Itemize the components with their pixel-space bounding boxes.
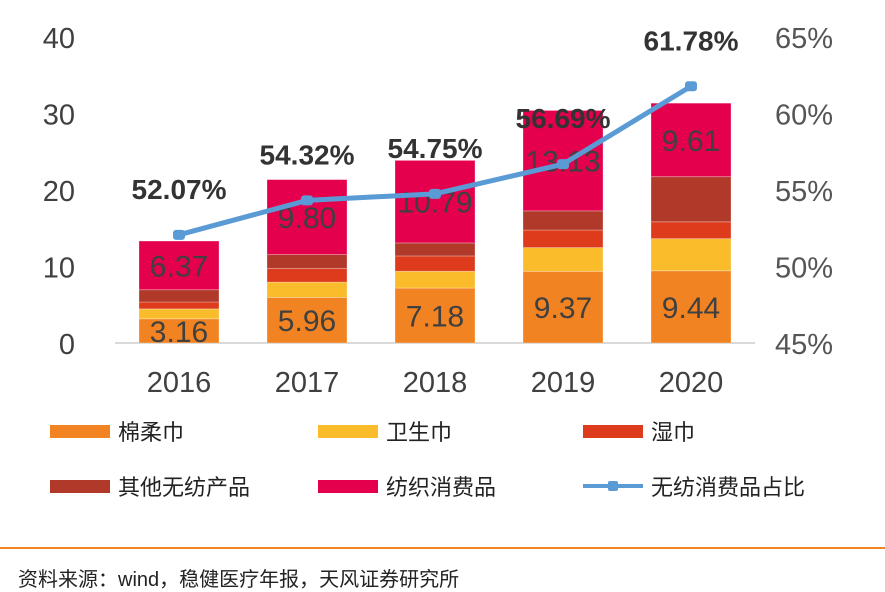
- bar-segment: [650, 176, 732, 223]
- legend-label: 棉柔巾: [118, 420, 185, 445]
- line-data-label: 56.69%: [516, 103, 611, 134]
- source-note: 资料来源：wind，稳健医疗年报，天风证券研究所: [18, 569, 460, 591]
- legend-item: 卫生巾: [318, 415, 452, 447]
- bar-segment: [650, 238, 732, 272]
- line-point: [429, 188, 441, 199]
- legend-item: 无纺消费品占比: [583, 470, 805, 502]
- bar-segment: [138, 318, 220, 344]
- legend-swatch: [50, 424, 110, 438]
- bar-segment: [650, 102, 732, 178]
- bar-segment: [266, 281, 348, 298]
- bar-segment: [394, 255, 476, 272]
- bar-segment: [138, 240, 220, 291]
- legend-swatch: [318, 424, 378, 438]
- y-left-tick-label: 10: [43, 253, 75, 285]
- bar-segment: [138, 289, 220, 303]
- bar-segment: [394, 159, 476, 244]
- bar-segment: [138, 301, 220, 310]
- legend-item: 其他无纺产品: [50, 470, 250, 502]
- bar-segment: [522, 247, 604, 272]
- legend-label: 纺织消费品: [386, 475, 497, 500]
- x-tick-label: 2016: [147, 367, 212, 399]
- legend-swatch: [583, 424, 643, 438]
- bar-segment: [394, 242, 476, 257]
- bar-segment: [522, 270, 604, 344]
- bar-data-label: 5.96: [278, 305, 336, 338]
- x-tick-label: 2018: [403, 367, 468, 399]
- legend-item: 棉柔巾: [50, 415, 184, 447]
- y-right-tick-label: 50%: [775, 253, 833, 285]
- y-left-tick-label: 40: [43, 23, 75, 55]
- x-tick-label: 2019: [531, 367, 596, 399]
- legend-swatch: [583, 481, 643, 491]
- legend-label: 湿巾: [651, 420, 696, 445]
- line-data-label: 52.07%: [132, 174, 227, 205]
- line-data-label: 61.78%: [644, 25, 739, 56]
- bar-segment: [266, 179, 348, 255]
- legend-label: 无纺消费品占比: [651, 475, 806, 500]
- divider: [0, 547, 885, 549]
- x-tick-label: 2017: [275, 367, 340, 399]
- legend-swatch: [318, 479, 378, 493]
- bar-segment: [394, 287, 476, 344]
- line-point: [301, 195, 313, 206]
- bar-segment: [394, 270, 476, 289]
- bar-segment: [650, 221, 732, 240]
- line-point: [173, 229, 185, 240]
- legend-label: 其他无纺产品: [118, 475, 251, 500]
- y-right-tick-label: 45%: [775, 329, 833, 361]
- bar-data-label: 3.16: [150, 316, 208, 349]
- y-right-tick-label: 60%: [775, 100, 833, 132]
- y-right-tick-label: 65%: [775, 23, 833, 55]
- bar-segment: [522, 229, 604, 249]
- y-left-tick-label: 0: [59, 329, 75, 361]
- y-left-tick-label: 20: [43, 176, 75, 208]
- bar-data-label: 9.61: [662, 125, 720, 158]
- bar-segment: [266, 267, 348, 283]
- bar-segment: [522, 210, 604, 231]
- legend-label: 卫生巾: [386, 420, 453, 445]
- bar-data-label: 9.44: [662, 292, 720, 325]
- bar-data-label: 7.18: [406, 301, 464, 334]
- line-point: [685, 81, 697, 92]
- bar-data-label: 9.37: [534, 292, 592, 325]
- line-data-label: 54.75%: [388, 133, 483, 164]
- y-right-tick-label: 55%: [775, 176, 833, 208]
- bar-segment: [650, 270, 732, 344]
- legend-item: 纺织消费品: [318, 470, 496, 502]
- bar-segment: [266, 297, 348, 344]
- bar-segment: [138, 308, 220, 320]
- x-tick-label: 2020: [659, 367, 724, 399]
- bar-segment: [266, 254, 348, 269]
- chart-svg: 0 10 20 30 40 45% 50% 55% 60% 65% 2016 3.16 6.37 2017…: [43, 23, 833, 399]
- legend-swatch: [50, 479, 110, 493]
- line-point: [557, 159, 569, 170]
- legend-item: 湿巾: [583, 415, 695, 447]
- line-data-label: 54.32%: [260, 139, 355, 170]
- y-left-tick-label: 30: [43, 100, 75, 132]
- bar-data-label: 6.37: [150, 250, 208, 283]
